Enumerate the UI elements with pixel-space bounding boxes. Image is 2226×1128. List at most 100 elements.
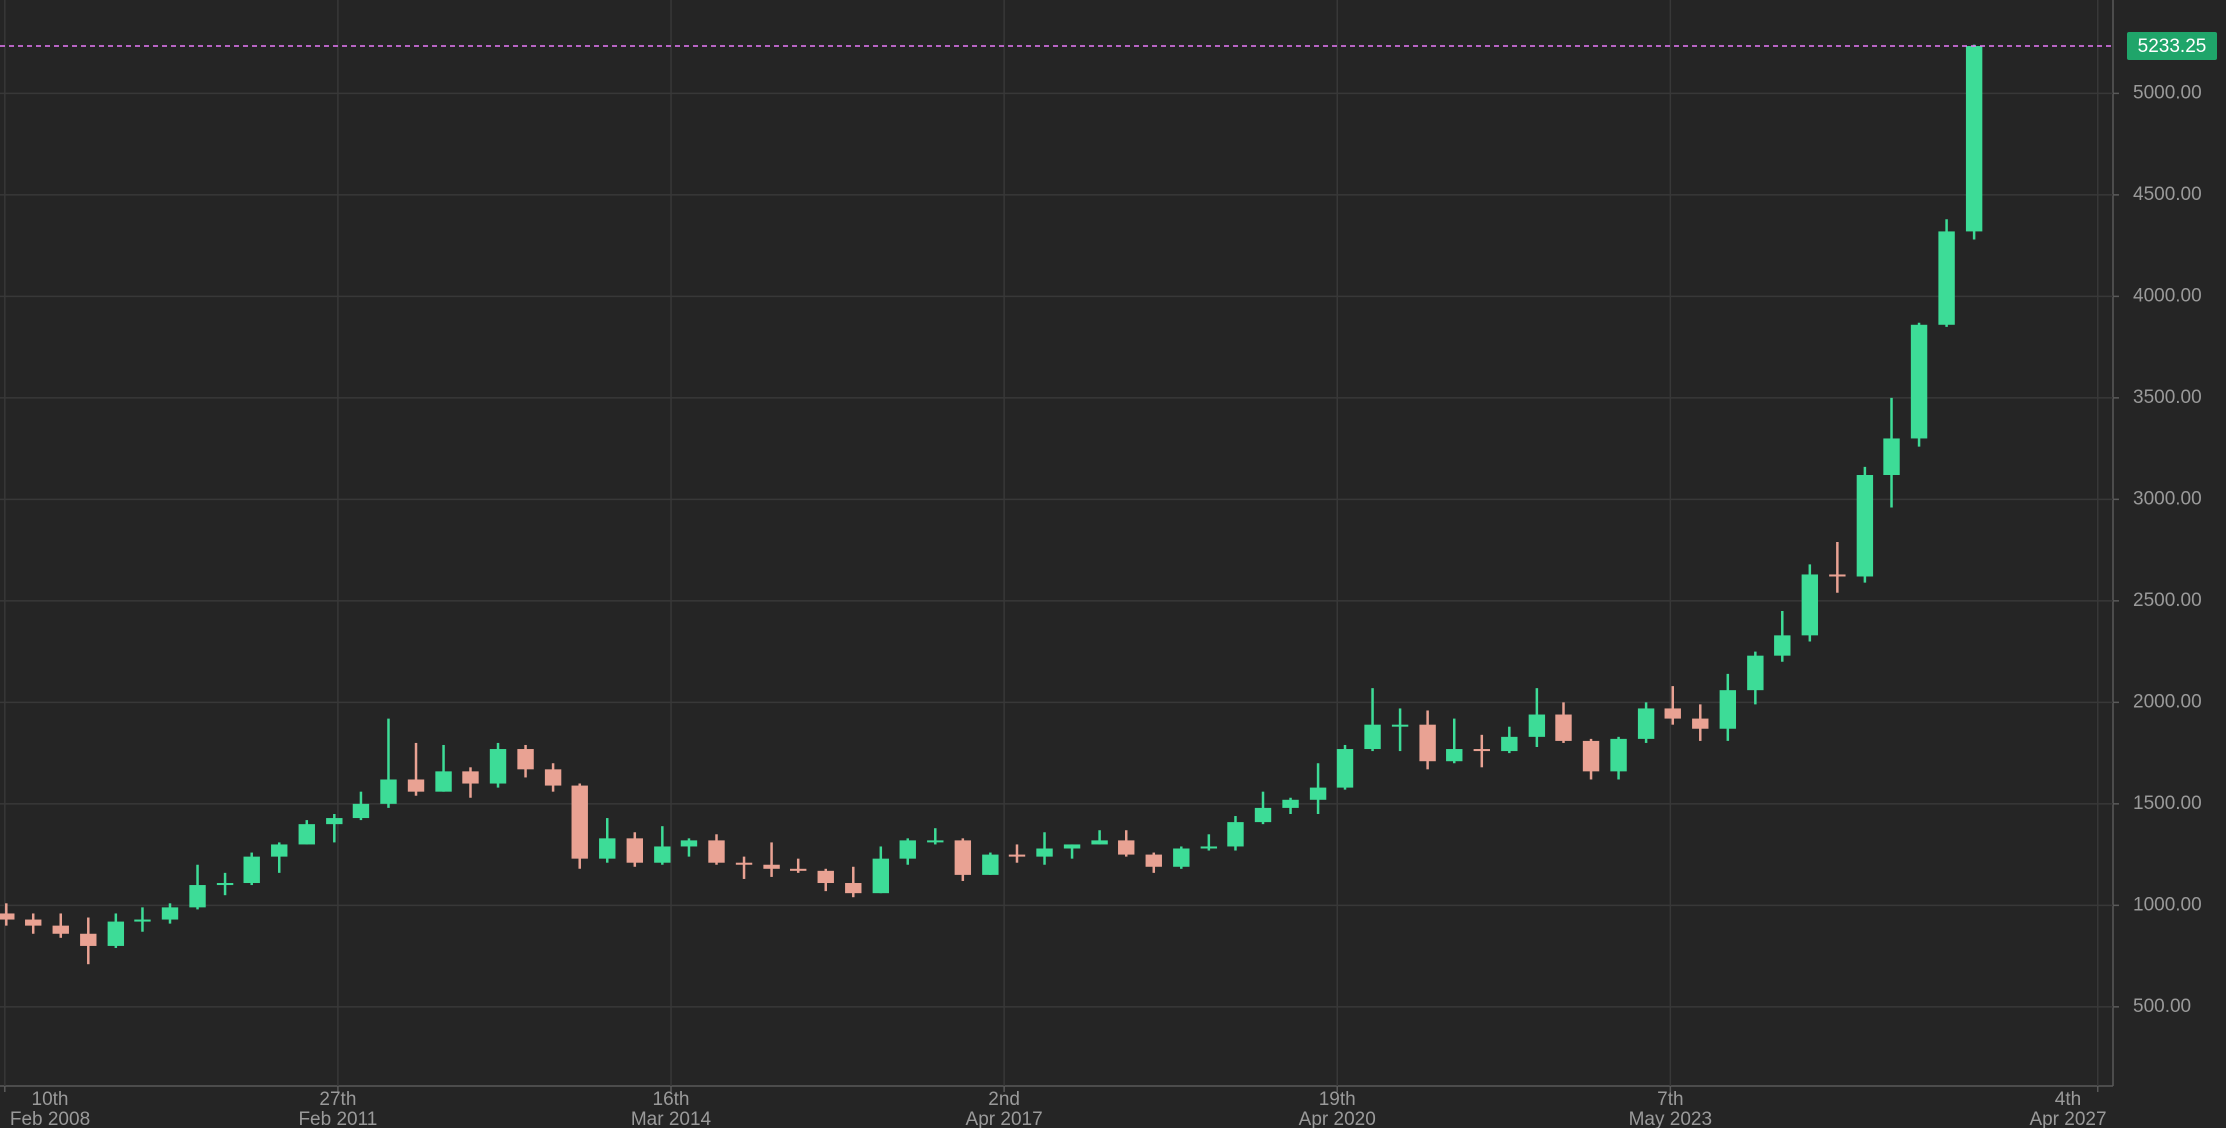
candle-body bbox=[1091, 840, 1108, 845]
candle-body bbox=[680, 840, 698, 847]
candle-body bbox=[271, 844, 288, 857]
y-tick-label: 3500.00 bbox=[2133, 387, 2202, 408]
candle-body bbox=[52, 925, 69, 934]
candle-body bbox=[326, 818, 343, 825]
candle-body bbox=[380, 779, 397, 804]
candle-body bbox=[1582, 740, 1600, 772]
candle-body bbox=[571, 785, 588, 859]
candle-body bbox=[462, 771, 479, 784]
candle-body bbox=[407, 779, 425, 792]
candle-body bbox=[107, 921, 125, 946]
y-tick-label: 4500.00 bbox=[2133, 184, 2202, 205]
candle-body bbox=[1200, 846, 1218, 849]
candle-body bbox=[817, 870, 834, 884]
candle-body bbox=[1747, 655, 1764, 691]
candle-body bbox=[899, 840, 916, 859]
candle-body bbox=[1008, 854, 1026, 857]
candle-body bbox=[763, 864, 780, 869]
candle-body bbox=[1610, 738, 1627, 772]
y-tick-label: 1500.00 bbox=[2133, 793, 2202, 814]
grid bbox=[0, 0, 2113, 1086]
candle-body bbox=[1528, 714, 1546, 737]
candle-body bbox=[189, 885, 206, 908]
candle-body bbox=[626, 838, 643, 863]
x-tick-label: 19th bbox=[1319, 1089, 1356, 1110]
candle-body bbox=[1446, 749, 1463, 762]
candle-body bbox=[1938, 231, 1955, 325]
candle-body bbox=[654, 846, 671, 863]
candle-body bbox=[1801, 574, 1819, 636]
candle-body bbox=[1391, 724, 1409, 727]
candle-body bbox=[134, 919, 151, 922]
candle-body bbox=[927, 840, 944, 843]
candle-body bbox=[298, 824, 315, 845]
candle-body bbox=[1419, 724, 1436, 762]
candle-body bbox=[1364, 724, 1381, 750]
candle-body bbox=[1664, 708, 1681, 719]
candle-body bbox=[1336, 749, 1354, 788]
candle-body bbox=[544, 769, 562, 786]
y-tick-label: 2500.00 bbox=[2133, 590, 2202, 611]
candle-body bbox=[1282, 799, 1299, 808]
candle-body bbox=[243, 856, 260, 884]
candle-body bbox=[1692, 718, 1709, 729]
x-tick-label: Feb 2011 bbox=[298, 1109, 377, 1128]
candle-body bbox=[845, 883, 862, 894]
candle-body bbox=[1473, 749, 1490, 752]
candle-body bbox=[1883, 438, 1900, 475]
y-tick-label: 4000.00 bbox=[2133, 285, 2202, 306]
candle-body bbox=[599, 838, 616, 859]
candle-body bbox=[435, 771, 452, 792]
y-tick-label: 500.00 bbox=[2133, 996, 2191, 1017]
candle-body bbox=[1774, 635, 1791, 656]
price-label: 5233.25 bbox=[2138, 36, 2207, 57]
candle-body bbox=[872, 858, 890, 894]
x-tick-label: 7th bbox=[1657, 1089, 1683, 1110]
candle-body bbox=[1036, 848, 1053, 857]
x-tick-label: Mar 2014 bbox=[631, 1109, 712, 1128]
candle-body bbox=[1719, 690, 1737, 729]
candle-body bbox=[216, 883, 234, 886]
candle-body bbox=[1555, 714, 1572, 741]
x-tick-label: 2nd bbox=[988, 1089, 1020, 1110]
x-tick-label: Feb 2008 bbox=[10, 1109, 90, 1128]
candle-body bbox=[1309, 787, 1327, 800]
candle-body bbox=[1173, 848, 1190, 867]
candle-body bbox=[517, 749, 534, 770]
candles bbox=[0, 44, 1983, 965]
candle-body bbox=[489, 749, 507, 784]
x-tick-label: 27th bbox=[319, 1089, 356, 1110]
x-tick-label: 16th bbox=[653, 1089, 690, 1110]
candle-body bbox=[1829, 574, 1846, 577]
candle-body bbox=[954, 840, 972, 875]
x-tick-label: 4th bbox=[2055, 1089, 2081, 1110]
x-tick-label: 10th bbox=[32, 1089, 69, 1110]
candle-body bbox=[1145, 854, 1162, 867]
candle-body bbox=[352, 803, 370, 819]
candle-body bbox=[1965, 46, 1983, 232]
candle-body bbox=[1637, 708, 1655, 739]
x-tick-label: May 2023 bbox=[1629, 1109, 1712, 1128]
y-tick-label: 2000.00 bbox=[2133, 691, 2202, 712]
candle-body bbox=[790, 868, 807, 871]
y-tick-label: 3000.00 bbox=[2133, 488, 2202, 509]
candle-body bbox=[80, 933, 97, 946]
candle-body bbox=[25, 919, 42, 926]
candle-body bbox=[708, 840, 725, 863]
x-tick-label: Apr 2017 bbox=[966, 1109, 1043, 1128]
y-tick-label: 1000.00 bbox=[2133, 894, 2202, 915]
candle-body bbox=[1118, 840, 1135, 855]
candle-body bbox=[1063, 844, 1081, 849]
candle-body bbox=[1227, 822, 1244, 847]
candle-body bbox=[1501, 736, 1518, 752]
y-tick-label: 5000.00 bbox=[2133, 82, 2202, 103]
x-tick-label: Apr 2020 bbox=[1299, 1109, 1376, 1128]
candle-body bbox=[982, 854, 999, 875]
candle-body bbox=[0, 913, 15, 920]
candle-body bbox=[1910, 324, 1928, 439]
candle-body bbox=[1856, 474, 1874, 577]
candle-body bbox=[735, 862, 753, 865]
